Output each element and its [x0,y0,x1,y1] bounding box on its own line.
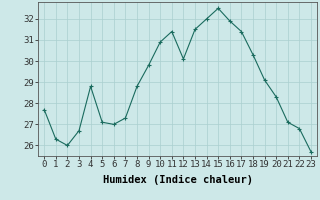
X-axis label: Humidex (Indice chaleur): Humidex (Indice chaleur) [103,175,252,185]
